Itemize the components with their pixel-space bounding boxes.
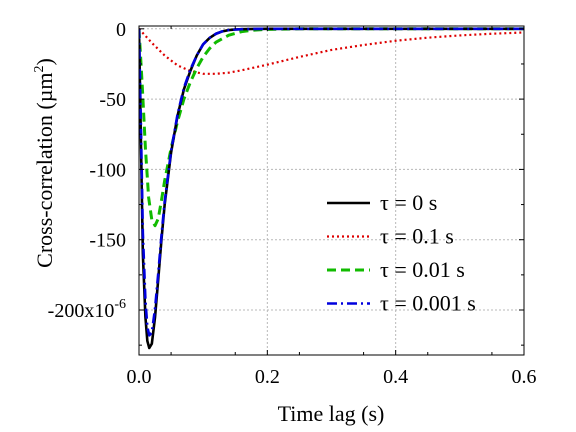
y-tick-label: -200x10-6 bbox=[48, 297, 126, 322]
legend-label-3: τ = 0.001 s bbox=[380, 291, 476, 316]
legend-label-1: τ = 0.1 s bbox=[380, 224, 454, 249]
y-axis-title-superscript: 2 bbox=[32, 65, 47, 72]
y-axis-title-close: ) bbox=[32, 58, 57, 65]
y-tick-label-text: 0 bbox=[116, 19, 126, 41]
series-group bbox=[139, 27, 524, 350]
series-line-3 bbox=[139, 27, 524, 337]
x-tick-label: 0.6 bbox=[512, 366, 537, 388]
y-axis-title-text: Cross-correlation (µm bbox=[32, 72, 57, 267]
x-tick-label: 0.0 bbox=[127, 366, 152, 388]
x-axis-title-text: Time lag (s) bbox=[278, 401, 385, 426]
y-axis-title: Cross-correlation (µm2) bbox=[32, 58, 57, 268]
y-tick-label-text: -100 bbox=[89, 159, 126, 181]
plot-frame bbox=[138, 25, 525, 356]
y-tick-label-text: -200x10 bbox=[48, 300, 115, 322]
y-tick-label-text: -50 bbox=[99, 89, 126, 111]
y-tick-label: -100 bbox=[89, 159, 126, 181]
series-line-1 bbox=[139, 28, 524, 75]
series-line-2 bbox=[139, 27, 524, 228]
y-tick-label: -150 bbox=[89, 230, 126, 252]
y-tick-label: -50 bbox=[99, 89, 126, 111]
y-tick-label: 0 bbox=[116, 19, 126, 41]
x-axis-title: Time lag (s) bbox=[278, 401, 385, 426]
y-tick-label-superscript: -6 bbox=[114, 297, 126, 312]
x-tick-label: 0.2 bbox=[255, 366, 280, 388]
x-tick-label: 0.4 bbox=[383, 366, 408, 388]
legend-label-2: τ = 0.01 s bbox=[380, 257, 465, 282]
ticks: 0.0 0.2 0.4 0.6 0 -50 -100 -150 -200x10-6 bbox=[48, 19, 537, 388]
legend-label-0: τ = 0 s bbox=[380, 190, 437, 215]
y-tick-label-text: -150 bbox=[89, 230, 126, 252]
legend: τ = 0 s τ = 0.1 s τ = 0.01 s τ = 0.001 s bbox=[327, 190, 476, 316]
